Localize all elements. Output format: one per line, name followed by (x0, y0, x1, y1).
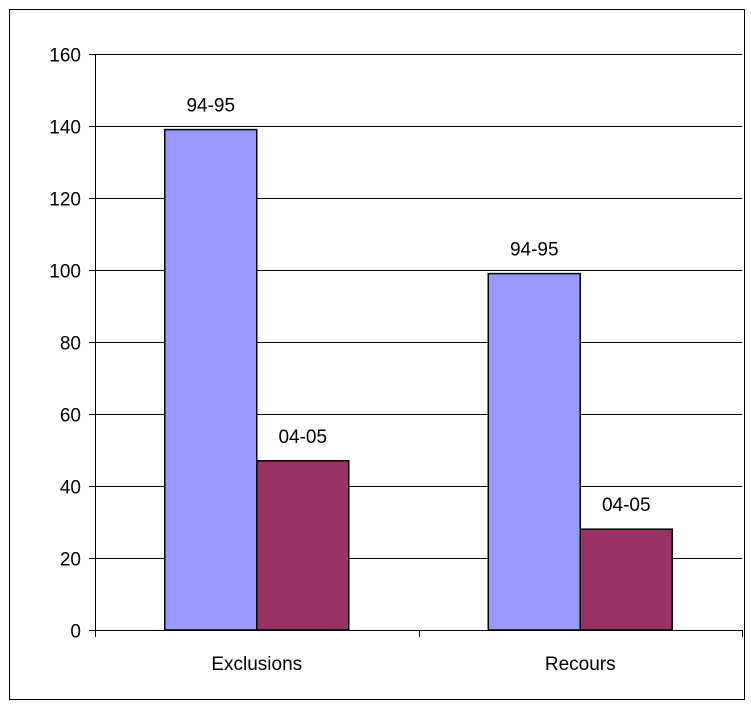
y-tick-label: 160 (49, 46, 81, 67)
bar (487, 272, 581, 631)
bar (256, 460, 350, 631)
data-label: 04-05 (602, 495, 651, 516)
y-tick-label: 100 (49, 262, 81, 283)
data-labels: 94-95 04-05 94-95 04-05 (186, 96, 650, 517)
data-label: 04-05 (278, 427, 327, 448)
y-tick-label: 140 (49, 118, 81, 139)
x-category-label: Recours (545, 654, 616, 675)
bar (164, 128, 258, 631)
axes (89, 54, 743, 637)
data-label: 94-95 (510, 240, 559, 261)
bar (579, 528, 673, 631)
x-category-labels: Exclusions Recours (211, 654, 615, 675)
x-category-label: Exclusions (211, 654, 302, 675)
y-tick-label: 80 (60, 334, 81, 355)
y-tick-label: 0 (70, 622, 81, 643)
y-tick-label: 60 (60, 406, 81, 427)
y-tick-label: 20 (60, 550, 81, 571)
data-label: 94-95 (186, 96, 235, 117)
y-tick-label: 40 (60, 478, 81, 499)
y-tick-label: 120 (49, 190, 81, 211)
bars (164, 128, 673, 631)
y-tick-labels: 0 20 40 60 80 100 120 140 160 (49, 46, 81, 643)
